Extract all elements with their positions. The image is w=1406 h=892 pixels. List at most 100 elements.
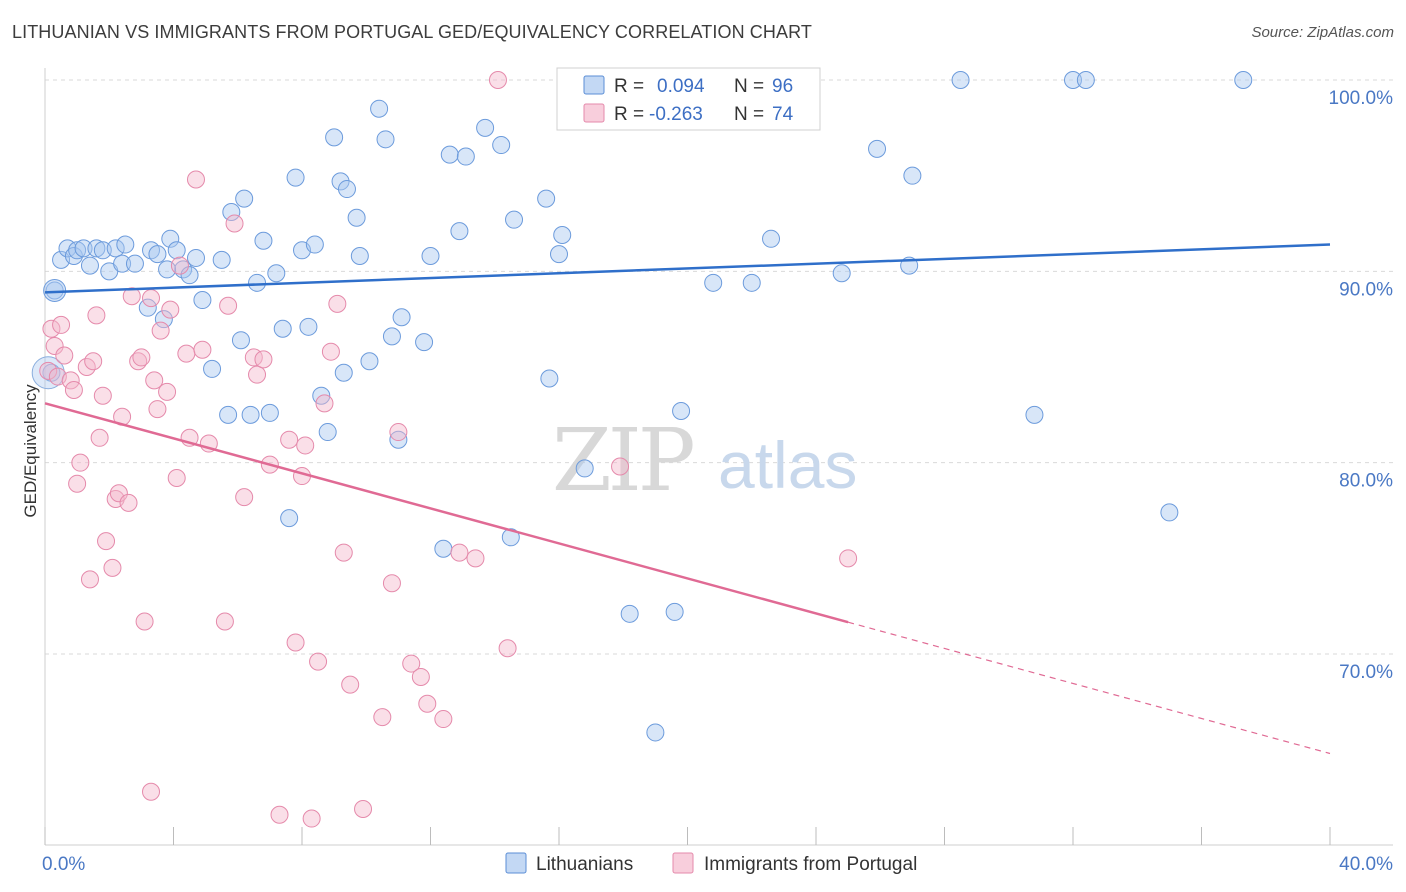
lithuanians-point [299,317,318,336]
portugal-point [39,361,58,380]
lithuanians-point [376,130,395,149]
portugal-point [321,342,340,361]
portugal-point [132,348,151,367]
lithuanians-point [347,208,366,227]
lithuanians-point [832,264,851,283]
lithuanians-point [222,203,241,222]
legend-r-label-2: R = [614,104,644,125]
lithuanians-point [951,71,970,89]
y-tick-label: 70.0% [1339,662,1393,683]
legend-n-value-2: 74 [772,104,794,125]
y-tick-label: 100.0% [1329,88,1394,109]
lithuanians-point [620,604,639,623]
lithuanians-point [260,403,279,422]
lithuanians-point [1076,71,1095,89]
portugal-point [215,612,234,631]
portugal-point [170,256,189,275]
portugal-point [186,170,205,189]
lithuanians-point [1160,503,1179,522]
portugal-point [235,488,254,507]
series-swatch-portugal [672,852,694,874]
portugal-point [341,675,360,694]
portugal-point [61,371,80,390]
lithuanians-point [154,310,173,329]
lithuanians-point [665,602,684,621]
portugal-point [270,805,289,824]
portugal-point [286,633,305,652]
watermark-zip: ZIP [552,411,693,511]
portugal-point [411,667,430,686]
legend-swatch-blue [583,75,605,95]
trend-lines [44,243,1331,755]
lithuanians-point [161,229,180,248]
lithuanians-point [167,241,186,260]
lithuanians-point [74,239,93,258]
portugal-point [45,336,64,355]
portugal-point [309,652,328,671]
legend-n-label-2: N = [734,104,764,125]
lithuanians-point [148,245,167,264]
lithuanians-point [392,308,411,327]
portugal-point [315,394,334,413]
portugal-point [354,799,373,818]
lithuanians-point [476,118,495,137]
portugal-point [161,300,180,319]
portugal-point [84,352,103,371]
axes [44,68,1393,846]
portugal-trend-line [44,402,849,624]
lithuanians-point [186,248,205,267]
portugal-point [302,809,321,828]
lithuanians-point [903,166,922,185]
lithuanians-points [31,71,1253,742]
y-tick-labels: 70.0% 80.0% 90.0% 100.0% [1329,88,1394,683]
chart-title: LITHUANIAN VS IMMIGRANTS FROM PORTUGAL G… [12,22,812,42]
portugal-point [488,71,507,89]
lithuanians-point [492,136,511,155]
lithuanians-point [325,128,344,147]
source-credit: Source: ZipAtlas.com [1251,24,1394,41]
portugal-point [119,493,138,512]
lithuanians-trend-line [44,243,1331,294]
portugal-point [254,350,273,369]
lithuanians-point [116,235,135,254]
portugal-point [64,380,83,399]
lithuanians-point [382,327,401,346]
legend-r-value-2: -0.263 [649,104,703,125]
portugal-point [142,782,161,801]
series-label-lithuanians: Lithuanians [536,854,633,875]
portugal-point [109,484,128,503]
lithuanians-point [241,405,260,424]
lithuanians-point [267,264,286,283]
portugal-point [151,321,170,340]
lithuanians-point [742,273,761,292]
portugal-point [80,570,99,589]
portugal-points [39,71,858,828]
y-axis-title: GED/Equivalency [21,384,40,518]
lithuanians-point [456,147,475,166]
portugal-point [611,457,630,476]
portugal-point [148,400,167,419]
x-tick-label-min: 0.0% [42,854,85,875]
portugal-point [68,474,87,493]
lithuanians-point [501,528,520,547]
lithuanians-point [550,245,568,264]
lithuanians-point [193,291,212,310]
legend-swatch-pink [583,103,605,123]
portugal-point [382,574,401,593]
legend-n-label-1: N = [734,76,764,97]
lithuanians-point [106,239,125,258]
lithuanians-point [537,189,556,208]
correlation-legend: R = 0.094 N = 96 R = -0.263 N = 74 [556,67,821,131]
y-tick-label: 80.0% [1339,471,1393,492]
watermark: ZIP atlas [552,411,857,511]
portugal-point [373,708,392,727]
lithuanians-point [762,229,781,248]
grid-lines [45,79,1393,655]
lithuanians-point [125,254,144,273]
lithuanians-point [1234,71,1253,89]
lithuanians-point [305,235,324,254]
lithuanians-point [331,172,350,191]
lithuanians-point [389,430,408,449]
lithuanians-point [31,356,65,390]
